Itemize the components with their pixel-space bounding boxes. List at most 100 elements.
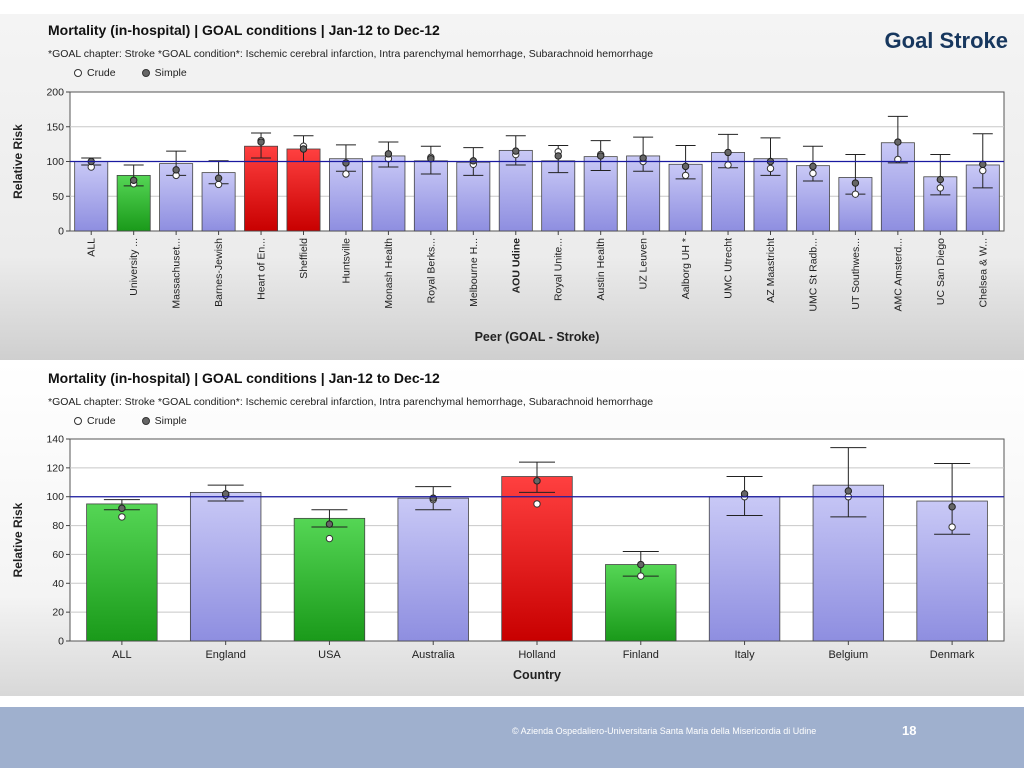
crude-point (809, 169, 817, 178)
y-tick-label: 60 (52, 549, 64, 561)
x-tick-label: Royal Berks... (425, 238, 437, 303)
y-tick-label: 50 (52, 191, 64, 203)
simple-point (325, 520, 334, 528)
bar (74, 161, 109, 232)
chart-subtitle: *GOAL chapter: Stroke *GOAL condition*: … (48, 396, 654, 408)
legend-item-simple: Simple (141, 415, 187, 427)
simple-point (533, 477, 541, 485)
x-tick-label: Australia (412, 649, 456, 661)
crude-point (979, 166, 987, 175)
legend-label-simple: Simple (154, 67, 187, 79)
simple-point (299, 145, 308, 153)
peer-bar-chart: 0 50 100 150 200 Relative Risk ALL University .… (11, 87, 1005, 344)
simple-point (221, 490, 230, 498)
x-tick-label: UT Southwes... (850, 238, 862, 310)
x-tick-label: Royal Unite... (553, 238, 565, 301)
y-tick-label: 100 (46, 156, 64, 168)
y-tick-label: 140 (46, 434, 64, 446)
y-tick-label: 0 (58, 226, 64, 238)
crude-point (851, 190, 860, 198)
x-tick-label: UMC Utrecht (723, 238, 735, 299)
simple-point (637, 560, 645, 569)
x-tick-label: Monash Health (383, 238, 395, 309)
crude-marker-icon (74, 417, 82, 425)
legend-label-simple: Simple (154, 415, 187, 427)
x-tick-label: Italy (734, 649, 755, 661)
x-tick-label: Holland (518, 649, 555, 661)
x-tick-label: Chelsea & W... (977, 238, 989, 307)
crude-marker-icon (74, 69, 82, 77)
crude-point (325, 534, 334, 543)
x-tick-label: Huntsville (340, 238, 352, 284)
country-bar-chart: 0 20 40 60 80 100 120 140 Relative Risk ALL Englan… (11, 434, 1005, 682)
simple-point (740, 490, 749, 498)
bar (86, 503, 158, 642)
legend-item-simple: Simple (141, 67, 187, 79)
x-tick-label: UZ Leuven (638, 238, 650, 290)
x-tick-label: Denmark (930, 649, 975, 661)
bar (244, 145, 279, 232)
x-tick-label: UC San Diego (935, 238, 947, 305)
crude-point (637, 572, 645, 580)
x-tick-label: Sheffield (298, 238, 310, 279)
simple-point (554, 152, 562, 160)
legend-label-crude: Crude (87, 415, 116, 427)
y-tick-label: 150 (46, 121, 64, 133)
chart-title: Mortality (in-hospital) | GOAL condition… (48, 370, 440, 386)
y-tick-label: 120 (46, 462, 64, 474)
simple-point (894, 138, 902, 146)
crude-point (681, 171, 690, 180)
simple-point (342, 159, 350, 167)
brand-title: Goal Stroke (884, 28, 1008, 53)
x-tick-label: Belgium (828, 649, 868, 661)
simple-point (948, 503, 956, 511)
y-tick-label: 200 (46, 87, 64, 99)
bar (286, 148, 321, 232)
crude-point (533, 500, 541, 508)
simple-point (512, 147, 520, 155)
x-tick-label: University ... (128, 238, 140, 296)
x-tick-label: UMC St Radb... (807, 238, 819, 312)
x-tick-label: Austin Health (595, 238, 607, 301)
y-tick-label: 40 (52, 578, 64, 590)
x-tick-label: USA (318, 649, 341, 661)
page-number: 18 (902, 723, 917, 738)
bar (371, 155, 406, 232)
x-axis-label: Country (513, 668, 561, 682)
chart-legend: Crude Simple (74, 415, 187, 427)
simple-point (844, 487, 853, 495)
simple-point (118, 504, 126, 512)
simple-point (851, 179, 860, 187)
simple-point (429, 494, 437, 502)
x-tick-label: Massachuset... (171, 238, 183, 309)
x-tick-label: AOU Udine (510, 238, 522, 294)
x-tick-label: Melbourne H... (468, 238, 480, 307)
simple-point (639, 154, 647, 162)
x-tick-label: Heart of En... (256, 238, 268, 300)
y-axis-label: Relative Risk (11, 124, 25, 199)
crude-point (118, 513, 126, 521)
y-tick-label: 0 (58, 636, 64, 648)
y-tick-label: 100 (46, 491, 64, 503)
x-tick-label: Finland (623, 649, 659, 661)
x-tick-label: ALL (86, 238, 98, 257)
y-tick-label: 80 (52, 520, 64, 532)
crude-point (342, 170, 350, 178)
country-chart-panel: Mortality (in-hospital) | GOAL condition… (0, 362, 1024, 696)
bar (708, 496, 781, 642)
x-tick-label: England (205, 649, 245, 661)
simple-point (681, 162, 690, 171)
x-axis-label: Peer (GOAL - Stroke) (475, 330, 600, 344)
simple-point (596, 152, 605, 160)
y-axis-label: Relative Risk (11, 502, 25, 577)
simple-point (724, 148, 732, 157)
crude-point (766, 164, 775, 173)
peer-chart-panel: Mortality (in-hospital) | GOAL condition… (0, 14, 1024, 360)
simple-point (936, 175, 945, 184)
x-tick-label: Aalborg UH * (680, 238, 692, 299)
bar (189, 491, 262, 642)
chart-legend: Crude Simple (74, 67, 187, 79)
copyright-text: © Azienda Ospedaliero-Universitaria Sant… (512, 726, 817, 736)
x-tick-label: AMC Amsterd... (892, 238, 904, 312)
simple-point (172, 166, 180, 174)
